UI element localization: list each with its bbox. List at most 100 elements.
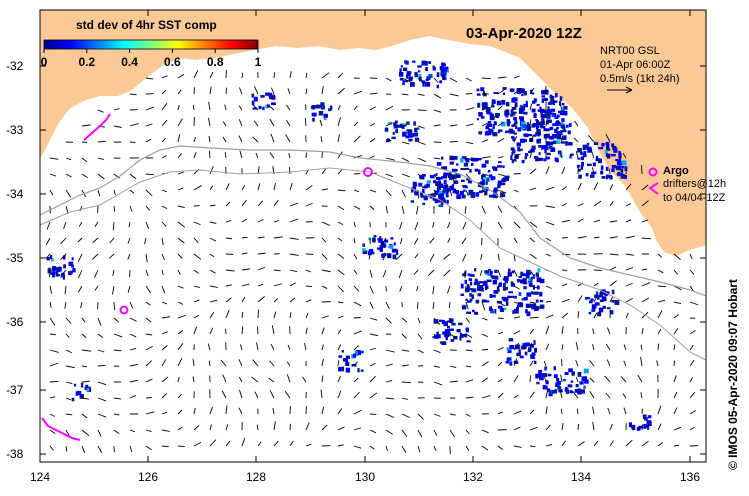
current-arrow [161,102,168,111]
variance-pixel [576,164,580,168]
current-arrow [177,253,183,259]
variance-pixel [465,298,468,301]
current-arrow [286,104,291,111]
current-arrow [385,157,395,161]
current-arrow [225,424,229,431]
variance-pixel [589,174,595,178]
variance-pixel [555,121,560,127]
variance-pixel [251,93,255,98]
variance-pixel [531,352,536,356]
variance-pixel [440,156,444,160]
current-arrow [561,298,570,303]
current-arrow [161,429,170,432]
current-arrow [288,153,291,159]
current-arrow [657,310,663,319]
variance-pixel [535,291,539,295]
current-arrow [497,137,505,143]
variance-pixel [466,178,471,181]
variance-pixel [455,189,459,195]
variance-pixel [541,145,544,150]
argo-legend-icon [648,167,658,177]
current-arrow [273,236,283,239]
variance-pixel [508,338,514,342]
current-arrow [241,199,247,207]
variance-pixel [386,139,391,142]
current-arrow [193,326,197,335]
current-arrow [480,253,483,260]
current-arrow [241,252,248,255]
variance-pixel [552,123,556,127]
variance-pixel [509,345,515,350]
variance-pixel [646,420,652,425]
variance-pixel [50,272,53,275]
current-arrow [433,77,439,83]
variance-pixel [370,251,375,255]
variance-pixel [504,110,509,116]
current-arrow [289,71,292,79]
variance-pixel [547,119,552,124]
current-arrow [49,157,59,160]
current-arrow [369,106,377,111]
current-arrow [320,136,323,143]
current-arrow [49,362,59,367]
current-arrow [689,359,695,367]
current-arrow [641,268,648,271]
variance-pixel [459,190,464,196]
variance-pixel [481,179,485,182]
variance-pixel [535,272,540,277]
current-arrow [177,118,183,127]
argo-float-1[interactable] [363,167,373,177]
current-arrow [177,343,184,351]
current-arrow [268,377,275,383]
argo-float-2[interactable] [119,305,129,315]
current-info-line2: 01-Apr 06:00Z [600,59,671,71]
current-arrow [353,330,362,335]
variance-pixel [554,116,559,119]
current-arrow [305,202,313,207]
current-info-line3: 0.5m/s (1kt 24h) [600,73,680,85]
current-arrow [239,389,243,399]
variance-pixel [265,92,270,96]
variance-pixel [580,165,584,170]
variance-pixel [343,357,348,362]
current-arrow [207,117,211,127]
variance-pixel [584,377,587,381]
variance-pixel [498,282,502,287]
current-arrow [593,200,602,207]
current-arrow [401,333,407,339]
current-arrow [193,314,200,319]
current-arrow [657,442,663,447]
current-arrow [177,329,184,335]
variance-pixel [578,168,581,172]
current-arrow [305,327,308,335]
current-arrow [238,135,243,143]
current-arrow [257,236,265,239]
current-arrow [252,359,259,367]
current-arrow [269,360,275,367]
variance-pixel [469,168,472,173]
current-arrow [432,301,435,310]
current-arrow [465,189,469,197]
variance-pixel [555,157,558,162]
variance-pixel [520,124,523,128]
current-arrow [97,349,105,353]
current-arrow [49,173,57,177]
variance-pixel [514,111,517,114]
variance-pixel [611,143,615,148]
variance-pixel [475,192,480,197]
variance-pixel [583,368,586,374]
current-arrow [252,136,259,143]
variance-pixel [547,102,553,105]
current-arrow [65,365,75,369]
current-arrow [46,253,51,259]
current-arrow [81,124,91,127]
variance-pixel [345,367,351,373]
variance-pixel [379,244,382,248]
current-arrow [385,363,393,367]
variance-pixel [322,105,325,110]
current-arrow [97,157,104,160]
variance-pixel [568,368,573,373]
variance-pixel [451,322,456,326]
variance-pixel [406,74,409,79]
variance-pixel [539,304,545,309]
